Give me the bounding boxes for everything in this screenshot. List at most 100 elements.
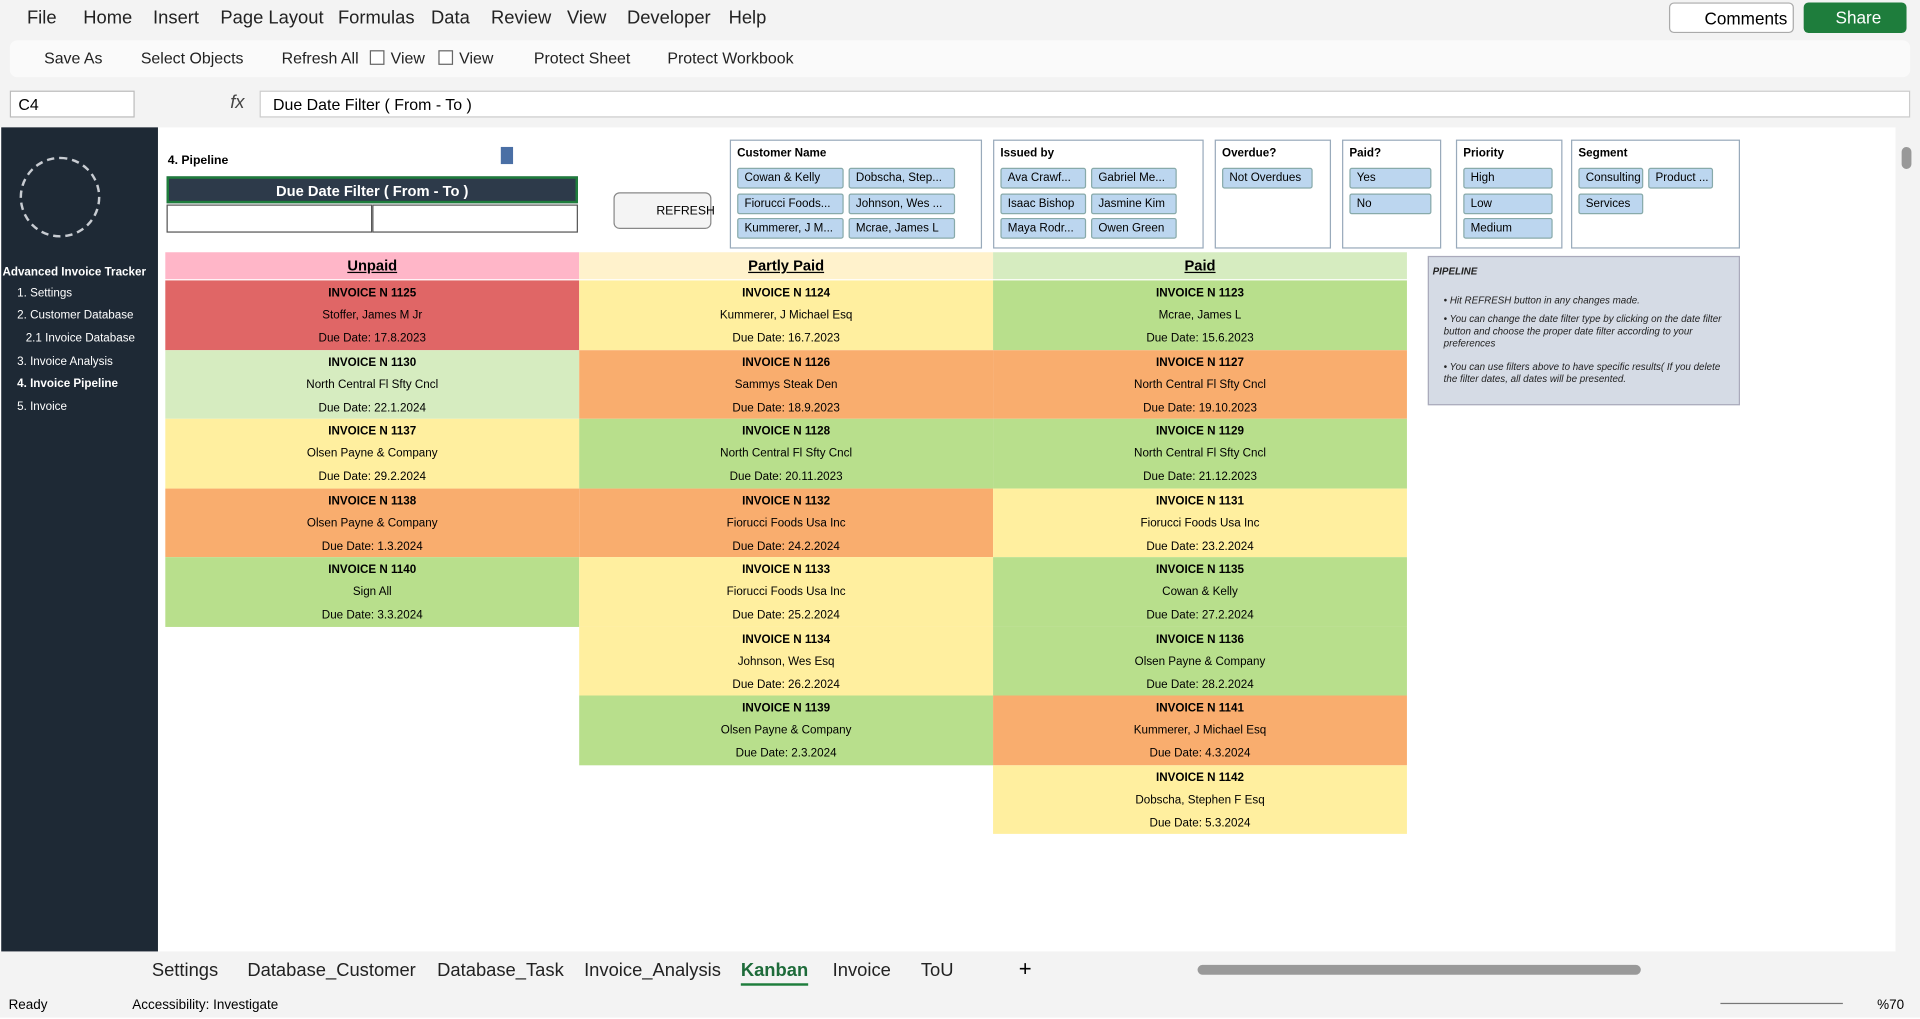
toolbar-button[interactable]: View (390, 48, 425, 68)
slicer-item[interactable]: Not Overdues (1222, 167, 1313, 189)
menu-item[interactable]: Formulas (337, 7, 415, 29)
sheet-tab[interactable]: Invoice_Analysis (584, 960, 721, 981)
slicer-item[interactable]: Johnson, Wes ... (848, 192, 956, 214)
menu-item[interactable]: View (566, 7, 607, 29)
menu-item[interactable]: Insert (153, 7, 199, 29)
info-title: PIPELINE (1432, 265, 1478, 277)
slicer-item[interactable]: Gabriel Me... (1091, 167, 1177, 189)
filter-header[interactable]: Due Date Filter ( From - To ) (166, 176, 578, 204)
invoice-card[interactable]: INVOICE N 1133 Fiorucci Foods Usa Inc Due … (579, 557, 994, 627)
toolbar-button[interactable]: Protect Sheet (533, 48, 631, 68)
customer-name: Olsen Payne & Company (306, 446, 438, 461)
invoice-card[interactable]: INVOICE N 1129 North Central Fl Sfty Cncl… (993, 418, 1407, 488)
sheet-tab[interactable]: Database_Task (437, 960, 564, 981)
invoice-card[interactable]: INVOICE N 1128 North Central Fl Sfty Cncl… (579, 418, 994, 488)
h-scrollbar[interactable] (1197, 964, 1641, 975)
due-date: Due Date: 23.2.2024 (1146, 539, 1254, 553)
status-ready: Ready (8, 997, 48, 1013)
slicer-item[interactable]: Dobscha, Step... (848, 167, 956, 189)
invoice-card[interactable]: INVOICE N 1135 Cowan & Kelly Due Date: 27.… (993, 557, 1407, 627)
invoice-card[interactable]: INVOICE N 1140 Sign All Due Date: 3.3.2024 (165, 557, 580, 627)
invoice-card[interactable]: INVOICE N 1132 Fiorucci Foods Usa Inc Due … (579, 487, 994, 558)
sheet-tab[interactable]: Database_Customer (247, 960, 416, 981)
menu-item[interactable]: Developer (626, 7, 711, 29)
sheet-tab[interactable]: Settings (151, 960, 219, 981)
date-from[interactable] (166, 204, 373, 233)
slicer-item[interactable]: Services (1578, 192, 1644, 214)
fx-icon: fx (230, 91, 245, 113)
invoice-number: INVOICE N 1130 (328, 355, 417, 370)
invoice-card[interactable]: INVOICE N 1124 Kummerer, J Michael Esq Due… (579, 280, 994, 350)
invoice-number: INVOICE N 1123 (1156, 286, 1244, 301)
toolbar-button[interactable]: View (459, 48, 494, 68)
invoice-card[interactable]: INVOICE N 1141 Kummerer, J Michael Esq Due… (993, 695, 1407, 765)
invoice-number: INVOICE N 1136 (1156, 632, 1244, 646)
slicer-item[interactable]: Kummerer, J M... (737, 217, 844, 239)
slicer-item[interactable]: Owen Green (1091, 217, 1177, 239)
toolbar-button[interactable]: Save As (44, 48, 103, 68)
menu-item[interactable]: File (26, 7, 57, 29)
menu-item[interactable]: Review (491, 7, 552, 29)
slicer-item[interactable]: Product ... (1648, 167, 1714, 189)
sidebar-link[interactable]: 4. Invoice Pipeline (17, 377, 119, 391)
slicer-item[interactable]: Cowan & Kelly (737, 167, 844, 189)
customer-name: Olsen Payne & Company (1134, 654, 1266, 668)
invoice-card[interactable]: INVOICE N 1138 Olsen Payne & Company Due D… (165, 487, 580, 558)
menu-item[interactable]: Home (83, 7, 133, 29)
name-box[interactable]: C4 (9, 90, 135, 118)
toolbar-button[interactable]: Refresh All (281, 48, 359, 68)
slicer-item[interactable]: Isaac Bishop (1000, 192, 1087, 214)
due-date: Due Date: 19.10.2023 (1143, 401, 1257, 415)
menu-item[interactable]: Help (728, 7, 767, 29)
refresh-button[interactable]: REFRESH (613, 192, 715, 229)
sheet-tab[interactable]: Invoice (832, 960, 891, 981)
invoice-card[interactable]: INVOICE N 1131 Fiorucci Foods Usa Inc Due … (993, 487, 1407, 558)
v-scrollbar[interactable] (1901, 146, 1912, 169)
slicer-item[interactable]: Maya Rodr... (1000, 217, 1087, 239)
formula-input[interactable]: Due Date Filter ( From - To ) (259, 90, 1911, 118)
menu-item[interactable]: Data (431, 7, 470, 29)
zoom-level[interactable]: %70 (1877, 997, 1905, 1013)
share-button[interactable]: Share (1803, 2, 1907, 34)
status-accessibility[interactable]: Accessibility: Investigate (132, 997, 279, 1013)
slicer-item[interactable]: Fiorucci Foods... (737, 192, 844, 214)
sidebar-link[interactable]: 1. Settings (17, 286, 73, 301)
invoice-card[interactable]: INVOICE N 1142 Dobscha, Stephen F Esq Due … (993, 764, 1407, 834)
sidebar-link[interactable]: 5. Invoice (17, 400, 67, 414)
slicer-item[interactable]: Consulting (1578, 167, 1644, 189)
sidebar-link[interactable]: 3. Invoice Analysis (17, 355, 113, 369)
invoice-number: INVOICE N 1128 (742, 424, 831, 439)
invoice-card[interactable]: INVOICE N 1137 Olsen Payne & Company Due D… (165, 418, 580, 488)
sidebar-link[interactable]: 2.1 Invoice Database (25, 331, 136, 346)
invoice-card[interactable]: INVOICE N 1136 Olsen Payne & Company Due D… (993, 626, 1407, 696)
invoice-card[interactable]: INVOICE N 1130 North Central Fl Sfty Cncl… (165, 349, 580, 419)
slicer-item[interactable]: Jasmine Kim (1091, 192, 1177, 214)
checkbox[interactable] (369, 50, 385, 65)
slicer-item[interactable]: Low (1463, 192, 1553, 214)
slicer-item[interactable]: Yes (1349, 167, 1432, 189)
sidebar-link[interactable]: 2. Customer Database (17, 308, 134, 323)
slicer-item[interactable]: Ava Crawf... (1000, 167, 1087, 189)
toolbar-button[interactable]: Select Objects (140, 48, 244, 68)
invoice-card[interactable]: INVOICE N 1123 Mcrae, James L Due Date: 15… (993, 280, 1407, 350)
invoice-card[interactable]: INVOICE N 1125 Stoffer, James M Jr Due Dat… (165, 280, 580, 350)
slicer-item[interactable]: No (1349, 192, 1432, 214)
comments-button[interactable]: Comments (1668, 2, 1794, 34)
toolbar-button[interactable]: Protect Workbook (667, 48, 794, 68)
slicer-item[interactable]: Mcrae, James L (848, 217, 956, 239)
invoice-card[interactable]: INVOICE N 1127 North Central Fl Sfty Cncl… (993, 349, 1407, 419)
invoice-card[interactable]: INVOICE N 1139 Olsen Payne & Company Due D… (579, 695, 994, 765)
slicer-item[interactable]: Medium (1463, 217, 1553, 239)
invoice-number: INVOICE N 1131 (1156, 494, 1244, 508)
invoice-card[interactable]: INVOICE N 1134 Johnson, Wes Esq Due Date: … (579, 626, 994, 696)
sheet-tab[interactable]: Kanban (740, 960, 809, 986)
menu-item[interactable]: Page Layout (220, 7, 324, 29)
sheet-tab[interactable]: ToU (920, 960, 954, 981)
invoice-card[interactable]: INVOICE N 1126 Sammys Steak Den Due Date: … (579, 349, 994, 419)
sidebar (1, 127, 158, 952)
invoice-number: INVOICE N 1127 (1156, 355, 1244, 370)
date-to[interactable] (372, 204, 578, 233)
checkbox[interactable] (438, 50, 454, 65)
zoom-slider[interactable] (1720, 1002, 1843, 1005)
slicer-item[interactable]: High (1463, 167, 1553, 189)
